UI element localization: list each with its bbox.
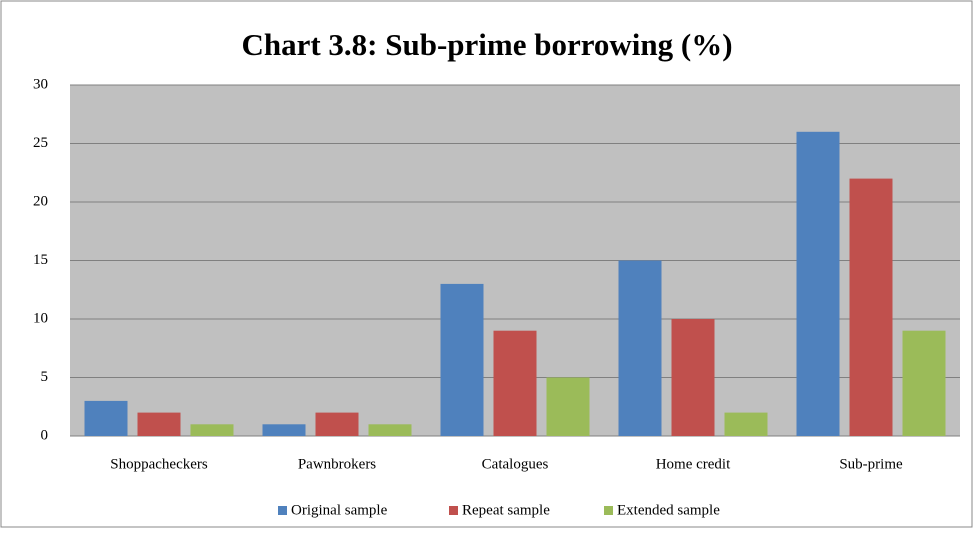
x-tick-label: Catalogues xyxy=(482,456,549,472)
bar xyxy=(368,424,412,436)
legend-marker xyxy=(604,506,613,515)
bar xyxy=(137,412,181,436)
chart-title: Chart 3.8: Sub-prime borrowing (%) xyxy=(241,27,732,62)
legend-marker xyxy=(449,506,458,515)
y-tick-label: 15 xyxy=(33,252,48,268)
bar xyxy=(796,131,840,437)
legend-label: Repeat sample xyxy=(462,502,550,518)
bar xyxy=(902,330,946,436)
bar xyxy=(546,377,590,436)
bar xyxy=(618,260,662,436)
legend-label: Extended sample xyxy=(617,502,720,518)
y-tick-label: 25 xyxy=(33,135,48,151)
legend-label: Original sample xyxy=(291,502,388,518)
bar xyxy=(262,424,306,436)
y-tick-label: 5 xyxy=(41,369,49,385)
x-tick-label: Pawnbrokers xyxy=(298,456,376,472)
bar xyxy=(84,400,128,436)
y-tick-label: 30 xyxy=(33,76,48,92)
y-tick-label: 0 xyxy=(41,427,49,443)
bar xyxy=(493,330,537,436)
bar xyxy=(724,412,768,436)
y-tick-label: 20 xyxy=(33,193,48,209)
bar xyxy=(671,319,715,436)
bar xyxy=(849,178,893,436)
bar xyxy=(315,412,359,436)
legend-marker xyxy=(278,506,287,515)
x-tick-label: Shoppacheckers xyxy=(110,456,208,472)
y-tick-label: 10 xyxy=(33,310,48,326)
x-tick-label: Home credit xyxy=(656,456,731,472)
bar xyxy=(440,283,484,436)
bar xyxy=(190,424,234,436)
x-tick-label: Sub-prime xyxy=(839,456,903,472)
